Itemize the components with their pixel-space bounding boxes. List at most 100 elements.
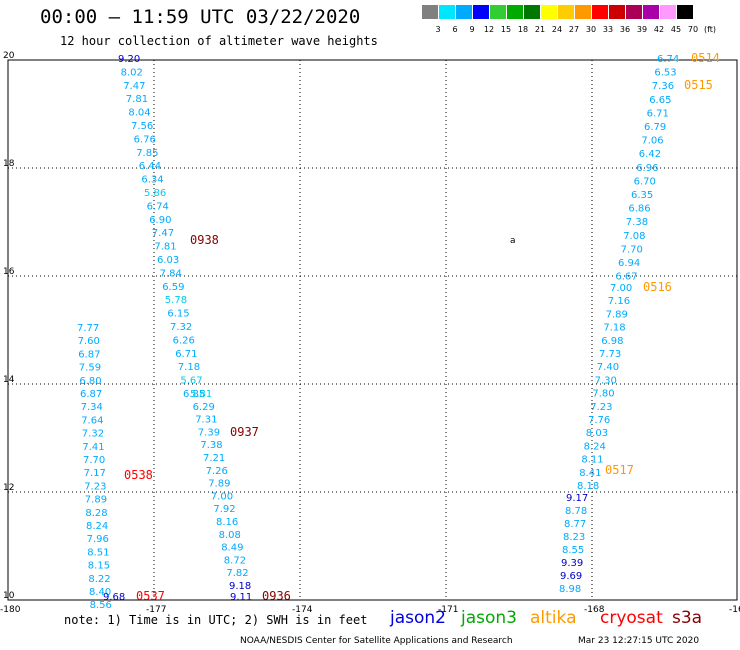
color-swatch <box>592 5 608 19</box>
track-0937: 5.81 6.29 7.317.39 7.38 7.21 7.26 7.897.00 7.92… <box>190 389 259 592</box>
wave-height-value: 7.70 <box>83 455 105 466</box>
wave-height-value: 6.71 <box>647 108 669 119</box>
wave-height-value: 7.17 <box>84 468 106 479</box>
track-time-label: 0515 <box>684 78 713 92</box>
track-0537: 9.68 0537 <box>103 589 165 603</box>
wave-height-value: 6.74 <box>657 54 679 65</box>
color-level-label: 18 <box>517 25 529 34</box>
color-swatch <box>558 5 574 19</box>
wave-height-value: 7.32 <box>170 322 192 333</box>
wave-height-value: 8.16 <box>216 517 238 528</box>
color-level-label: 30 <box>585 25 597 34</box>
wave-height-value: 6.79 <box>644 122 666 133</box>
wave-height-value: 7.36 <box>652 81 674 92</box>
wave-height-value: 6.26 <box>173 335 195 346</box>
wave-height-value: 7.89 <box>85 495 107 506</box>
track-0515: 0515 <box>684 78 713 92</box>
wave-height-value: 6.71 <box>175 349 197 360</box>
wave-height-value: 8.08 <box>219 530 241 541</box>
wave-height-value: 7.82 <box>226 568 248 579</box>
wave-height-value: 7.23 <box>84 481 106 492</box>
track-0514: 6.74 6.53 7.36 6.65 6.71 6.79 7.06 6.42 6.96 6.70… <box>615 51 720 283</box>
wave-height-value: 6.65 <box>649 95 671 106</box>
wave-height-value: 6.34 <box>141 175 163 186</box>
wave-height-value: 6.87 <box>78 349 100 360</box>
wave-height-value: 7.64 <box>81 415 103 426</box>
wave-height-value: 6.85 <box>183 389 205 400</box>
wave-height-value: 7.34 <box>81 402 103 413</box>
wave-height-value: 8.24 <box>584 441 606 452</box>
lat-tick-label: 10 <box>3 591 15 601</box>
track-time-label: 0514 <box>691 51 720 65</box>
lon-tick-label: -168 <box>584 605 605 615</box>
color-level-label: 12 <box>483 25 495 34</box>
wave-height-value: 6.86 <box>628 204 650 215</box>
map-frame <box>7 59 738 601</box>
wave-height-value: 7.70 <box>621 244 643 255</box>
color-swatch <box>541 5 557 19</box>
wave-height-value: 7.84 <box>160 268 182 279</box>
wave-height-value: 8.15 <box>88 561 110 572</box>
color-swatch <box>473 5 489 19</box>
wave-height-value: 8.04 <box>128 108 150 119</box>
track-time-label: 0938 <box>190 233 219 247</box>
satellite-legend-cryosat: cryosat <box>600 608 663 628</box>
wave-height-value: 7.38 <box>200 440 222 451</box>
lon-tick-label: -171 <box>438 605 458 615</box>
wave-height-value: 7.80 <box>592 389 614 400</box>
track-time-label: 0516 <box>643 280 672 294</box>
wave-height-value: 7.38 <box>626 217 648 228</box>
wave-height-value: 8.23 <box>563 532 585 543</box>
satellite-legend-s3a: s3a <box>672 608 703 628</box>
axis-ticks: -180 -177 -174 -171 -168 -16 10 12 14 16 18 20 <box>0 51 740 615</box>
page-subtitle: 12 hour collection of altimeter wave hei… <box>60 34 378 48</box>
color-swatch <box>677 5 693 19</box>
lat-tick-label: 18 <box>3 159 15 169</box>
wave-height-value: 7.60 <box>78 336 100 347</box>
wave-height-value: 6.98 <box>601 336 623 347</box>
wave-height-value: 5.86 <box>144 188 166 199</box>
track-0516: 7.00 7.16 7.89 7.18 6.98 7.73 7.40 7.30 7.80 7.23… <box>577 280 672 492</box>
wave-height-value: 8.49 <box>221 543 243 554</box>
wave-height-value: 7.40 <box>597 362 619 373</box>
color-level-label: 24 <box>551 25 563 34</box>
wave-height-value: 7.18 <box>603 323 625 334</box>
lat-tick-label: 14 <box>3 375 15 385</box>
wave-height-value: 7.92 <box>213 504 235 515</box>
color-level-label: 33 <box>602 25 614 34</box>
color-level-label: 39 <box>636 25 648 34</box>
wave-height-value: 7.06 <box>641 136 663 147</box>
lat-tick-label: 16 <box>3 267 15 277</box>
color-level-label: 9 <box>469 25 475 34</box>
wave-height-value: 8.22 <box>88 574 110 585</box>
wave-height-value: 8.03 <box>586 428 608 439</box>
wave-height-value: 7.89 <box>606 309 628 320</box>
wave-height-value: 6.35 <box>631 190 653 201</box>
wave-height-value: 6.70 <box>634 176 656 187</box>
wave-height-value: 8.41 <box>579 468 601 479</box>
lat-tick-label: 20 <box>3 51 15 61</box>
credit-line: NOAA/NESDIS Center for Satellite Applica… <box>240 636 513 646</box>
wave-height-value: 9.68 <box>103 592 125 603</box>
wave-height-value: 7.00 <box>211 491 233 502</box>
wave-height-value: 7.30 <box>595 375 617 386</box>
color-swatch <box>490 5 506 19</box>
wave-height-value: 7.81 <box>126 94 148 105</box>
wave-height-value: 6.44 <box>139 161 161 172</box>
lon-tick-label: -180 <box>0 605 21 615</box>
wave-height-value: 9.20 <box>118 54 140 65</box>
color-level-label: 6 <box>452 25 458 34</box>
color-swatch <box>507 5 523 19</box>
color-swatch <box>422 5 438 19</box>
track-0936: 9.11 0936 <box>230 589 291 603</box>
wave-height-value: 6.03 <box>157 255 179 266</box>
wave-height-value: 7.08 <box>623 231 645 242</box>
wave-height-value: 9.17 <box>566 493 588 504</box>
color-swatch <box>439 5 455 19</box>
color-swatch <box>643 5 659 19</box>
wave-height-value: 9.69 <box>560 571 582 582</box>
color-level-label: 21 <box>534 25 546 34</box>
wave-height-value: 7.96 <box>87 534 109 545</box>
color-swatch <box>524 5 540 19</box>
